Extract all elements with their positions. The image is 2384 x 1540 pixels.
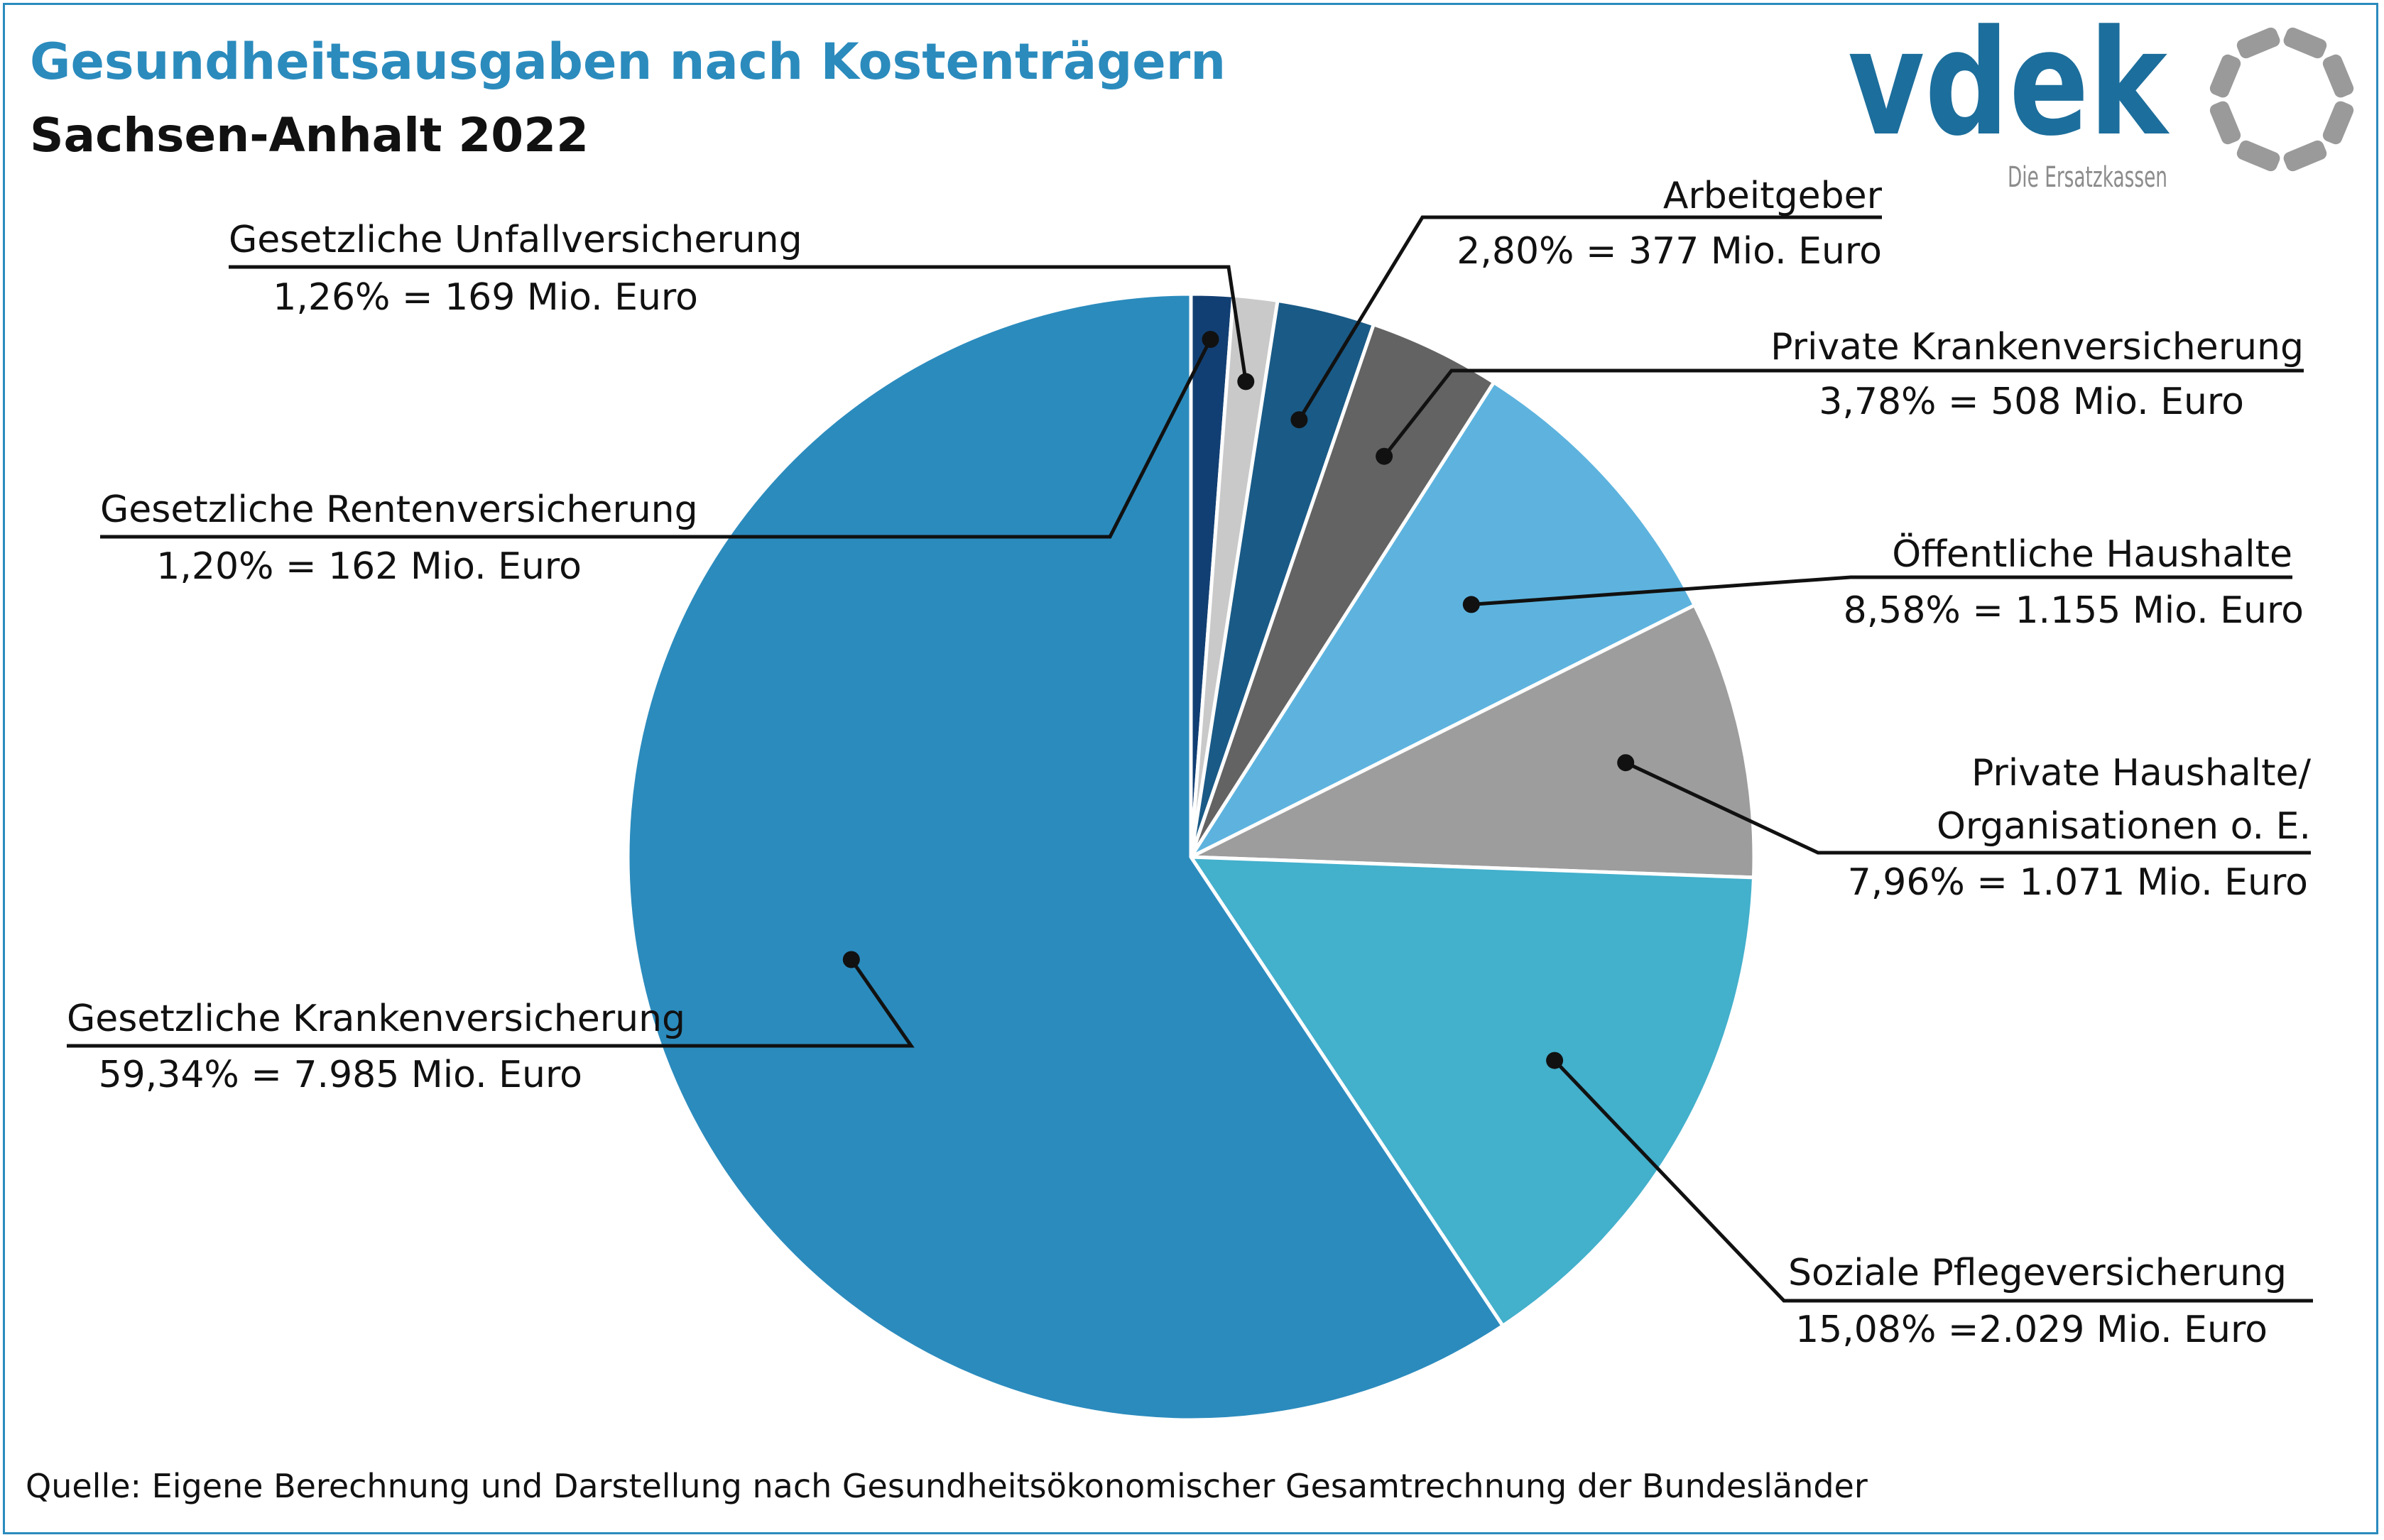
leader-dot-private-krankenversicherung [1376, 447, 1393, 465]
slice-label-value-öffentliche-haushalte: 8,58% = 1.155 Mio. Euro [1844, 589, 2304, 632]
logo-ring-segment [2209, 101, 2241, 145]
leader-dot-arbeitgeber [1290, 411, 1308, 429]
leader-dot-gesetzliche-unfallversicherung [1237, 373, 1255, 391]
leader-lines [67, 215, 2313, 1303]
pie-slice-gesetzliche-krankenversicherung [626, 292, 1505, 1422]
slice-label-value-arbeitgeber: 2,80% = 377 Mio. Euro [1457, 230, 1882, 273]
slice-label-name-arbeitgeber: Arbeitgeber [1663, 175, 1883, 217]
leader-line-öffentliche-haushalte [1471, 575, 2292, 606]
logo-ring-segment [2209, 54, 2241, 98]
pie-slice-private-krankenversicherung [1189, 322, 1496, 859]
leader-line-arbeitgeber [1297, 215, 1882, 421]
logo-tagline: Die Ersatzkassen [2008, 161, 2167, 194]
chart-subtitle: Sachsen-Anhalt 2022 [30, 108, 589, 163]
leader-line-gesetzliche-krankenversicherung [67, 959, 915, 1048]
leader-line-gesetzliche-unfallversicherung [229, 265, 1248, 382]
slice-label-value-private-haushalte-organisationen-o-e: 7,96% = 1.071 Mio. Euro [1848, 861, 2308, 904]
pie-slice-öffentliche-haushalte [1189, 381, 1697, 859]
chart-title: Gesundheitsausgaben nach Kostenträgern [30, 33, 1226, 91]
leader-line-private-krankenversicherung [1383, 368, 2304, 458]
logo-ring-segment [2322, 101, 2354, 145]
chart-frame [3, 3, 2378, 1534]
leader-line-private-haushalte-organisationen-o-e [1625, 760, 2311, 855]
logo-wordmark: vdek [1848, 14, 2170, 168]
slice-label-name-öffentliche-haushalte: Öffentliche Haushalte [1892, 533, 2292, 576]
slice-labels: Gesetzliche Rentenversicherung 1,20% = 16… [67, 175, 2311, 1351]
logo-ring-segment [2322, 54, 2354, 98]
slice-label-name-private-haushalte-organisationen-o-e: Private Haushalte/ [1971, 752, 2311, 794]
slice-label-name-gesetzliche-rentenversicherung: Gesetzliche Rentenversicherung [100, 488, 698, 531]
vdek-logo: vdek Die Ersatzkassen [1846, 14, 2358, 199]
leader-dot-öffentliche-haushalte [1462, 596, 1480, 613]
slice-label-name-gesetzliche-unfallversicherung: Gesetzliche Unfallversicherung [229, 219, 802, 261]
leader-dot-private-haushalte-organisationen-o-e [1617, 754, 1635, 772]
pie-slice-private-haushalte-organisationen-o-e [1189, 603, 1756, 880]
source-note: Quelle: Eigene Berechnung und Darstellun… [26, 1467, 1868, 1505]
leader-line-soziale-pflegeversicherung [1553, 1059, 2313, 1303]
leader-line-gesetzliche-rentenversicherung [100, 338, 1212, 539]
slice-label-value-private-krankenversicherung: 3,78% = 508 Mio. Euro [1819, 381, 2244, 423]
slice-label-value-soziale-pflegeversicherung: 15,08% =2.029 Mio. Euro [1795, 1309, 2268, 1351]
slice-label-name-soziale-pflegeversicherung: Soziale Pflegeversicherung [1788, 1252, 2287, 1294]
slice-label-value-gesetzliche-rentenversicherung: 1,20% = 162 Mio. Euro [156, 545, 582, 588]
slice-label-name-gesetzliche-krankenversicherung: Gesetzliche Krankenversicherung [67, 998, 685, 1040]
logo-ring-segment [2236, 27, 2280, 59]
slice-label-value-gesetzliche-krankenversicherung: 59,34% = 7.985 Mio. Euro [99, 1054, 582, 1096]
pie-slice-soziale-pflegeversicherung [1189, 855, 1756, 1328]
slice-label-name-private-krankenversicherung: Private Krankenversicherung [1770, 326, 2304, 368]
slice-label-value-gesetzliche-unfallversicherung: 1,26% = 169 Mio. Euro [273, 276, 698, 319]
logo-ring-icon [2209, 27, 2354, 172]
pie-slices [626, 292, 1756, 1422]
logo-ring-segment [2283, 27, 2327, 59]
logo-ring-segment [2236, 140, 2280, 172]
leader-dot-gesetzliche-krankenversicherung [842, 951, 860, 968]
logo-ring-segment [2283, 140, 2327, 172]
leader-dot-gesetzliche-rentenversicherung [1202, 331, 1219, 348]
vdek-logo-graphic: vdek Die Ersatzkassen [1848, 14, 2354, 194]
leader-dot-soziale-pflegeversicherung [1546, 1052, 1564, 1069]
slice-label-name-private-haushalte-organisationen-o-e: Organisationen o. E. [1937, 805, 2311, 848]
